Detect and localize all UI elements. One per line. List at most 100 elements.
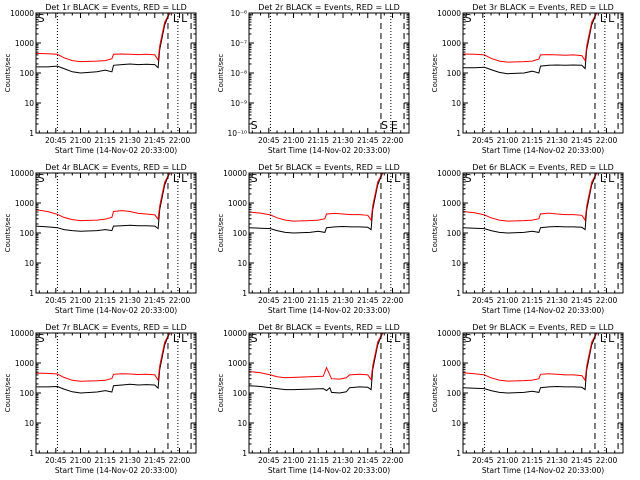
x-tick-label: 22:00	[596, 456, 618, 465]
y-tick-label: 1	[242, 289, 247, 298]
x-tick-label: 21:15	[94, 456, 116, 465]
x-axis-label: Start Time (14-Nov-02 20:33:00)	[268, 466, 390, 475]
x-tick-label: 21:00	[70, 456, 92, 465]
x-axis-label: Start Time (14-Nov-02 20:33:00)	[482, 466, 604, 475]
y-tick-label: 100	[447, 229, 462, 238]
marker-glyph: S	[465, 12, 472, 25]
marker-glyph: S	[38, 12, 45, 25]
y-tick-label: 1000	[15, 199, 34, 208]
x-axis-label: Start Time (14-Nov-02 20:33:00)	[482, 146, 604, 155]
panel-title: Det 6r BLACK = Events, RED = LLD	[472, 163, 614, 172]
series-line-lld	[248, 172, 384, 222]
y-tick-label: 10	[451, 419, 461, 428]
x-tick-label: 21:30	[332, 296, 354, 305]
marker-glyph: L	[394, 172, 401, 185]
y-axis-label: Counts/sec	[4, 214, 12, 253]
series-line-lld	[462, 12, 598, 63]
marker-glyph: L	[173, 12, 180, 25]
y-axis-label: Counts/sec	[217, 214, 225, 253]
y-tick-label: 10000	[10, 329, 34, 338]
y-tick-label: 1000	[442, 199, 461, 208]
y-tick-label: 1000	[442, 39, 461, 48]
marker-glyph: L	[608, 332, 615, 345]
x-tick-label: 21:30	[119, 296, 141, 305]
marker-glyph: L	[173, 172, 180, 185]
x-tick-label: 21:15	[307, 456, 329, 465]
marker-glyph: L	[181, 332, 188, 345]
x-tick-label: 21:30	[546, 136, 568, 145]
marker-glyph: S	[38, 172, 45, 185]
series-line-events	[248, 332, 384, 394]
y-tick-label: 1	[456, 289, 461, 298]
y-tick-label: 100	[233, 229, 248, 238]
x-tick-label: 21:30	[332, 456, 354, 465]
y-tick-label: 1	[29, 289, 34, 298]
y-tick-label: 10000	[437, 9, 461, 18]
x-tick-label: 22:00	[382, 296, 404, 305]
x-axis-label: Start Time (14-Nov-02 20:33:00)	[55, 466, 177, 475]
x-tick-label: 21:00	[497, 456, 519, 465]
y-tick-label: 10	[24, 259, 34, 268]
series-line-events	[463, 12, 598, 75]
series-line-events	[36, 332, 171, 394]
marker-glyph: L	[181, 12, 188, 25]
marker-glyph: L	[608, 12, 615, 25]
marker-glyph: L	[181, 172, 188, 185]
panel-title: Det 3r BLACK = Events, RED = LLD	[472, 3, 614, 12]
x-tick-label: 21:30	[332, 136, 354, 145]
x-axis-label: Start Time (14-Nov-02 20:33:00)	[268, 306, 390, 315]
y-tick-label: 100	[20, 69, 35, 78]
y-tick-label: 100	[447, 389, 462, 398]
x-tick-label: 21:45	[144, 456, 166, 465]
marker-glyph: S	[38, 332, 45, 345]
x-tick-label: 21:45	[571, 296, 593, 305]
x-tick-label: 21:45	[357, 456, 379, 465]
y-tick-label: 1	[29, 449, 34, 458]
x-tick-label: 21:15	[521, 136, 543, 145]
y-tick-label: 100	[447, 69, 462, 78]
x-tick-label: 20:45	[45, 136, 67, 145]
y-tick-label: 10000	[437, 329, 461, 338]
x-tick-label: 20:45	[258, 296, 280, 305]
panel-title: Det 9r BLACK = Events, RED = LLD	[472, 323, 614, 332]
x-tick-label: 21:45	[144, 136, 166, 145]
y-tick-label: 100	[20, 229, 35, 238]
x-tick-label: 21:45	[571, 456, 593, 465]
y-axis-label: Counts/sec	[431, 54, 439, 93]
panel-title: Det 7r BLACK = Events, RED = LLD	[45, 323, 187, 332]
marker-glyph: L	[394, 332, 401, 345]
x-tick-label: 20:45	[472, 136, 494, 145]
x-tick-label: 21:45	[357, 136, 379, 145]
x-tick-label: 21:15	[94, 136, 116, 145]
series-line-events	[248, 172, 384, 234]
y-tick-label: 1	[456, 449, 461, 458]
marker-glyph: S	[465, 172, 472, 185]
y-tick-label: 10000	[437, 169, 461, 178]
y-tick-label: 10000	[223, 329, 247, 338]
marker-glyph: S	[251, 172, 258, 185]
x-tick-label: 21:30	[119, 136, 141, 145]
series-line-events	[462, 332, 598, 394]
x-tick-label: 20:45	[45, 296, 67, 305]
x-tick-label: 21:45	[571, 136, 593, 145]
x-tick-label: 22:00	[169, 296, 191, 305]
x-axis-label: Start Time (14-Nov-02 20:33:00)	[268, 146, 390, 155]
series-line-lld	[462, 172, 598, 222]
x-tick-label: 21:30	[119, 456, 141, 465]
marker-glyph: L	[608, 172, 615, 185]
x-tick-label: 22:00	[596, 136, 618, 145]
x-tick-label: 21:00	[283, 136, 305, 145]
x-tick-label: 21:30	[546, 296, 568, 305]
y-axis-label: Counts/sec	[431, 214, 439, 253]
y-tick-label: 10000	[10, 169, 34, 178]
y-tick-label: 10000	[10, 9, 34, 18]
marker-glyph: S	[465, 332, 472, 345]
x-tick-label: 21:00	[70, 296, 92, 305]
y-tick-label: 10⁻⁷	[230, 39, 247, 48]
